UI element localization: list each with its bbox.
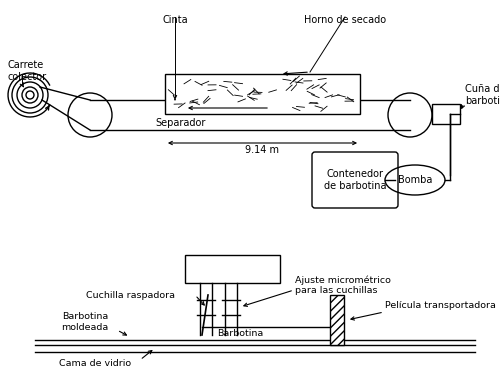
Text: Cama de vidrio: Cama de vidrio [59,359,131,368]
Bar [432,104,460,124]
Text: Ajuste micrométrico
para las cuchillas: Ajuste micrométrico para las cuchillas [295,275,391,295]
Text: 9.14 m: 9.14 m [245,145,279,155]
FancyBboxPatch shape [312,152,398,208]
Bar [165,74,360,114]
Text: Horno de secado: Horno de secado [304,15,386,25]
Text: Cuña de
barbotina: Cuña de barbotina [465,84,500,106]
Text: Carrete
colector: Carrete colector [8,60,47,82]
Text: Barbotina: Barbotina [217,328,263,338]
Text: Separador: Separador [155,118,206,128]
Text: Película transportadora: Película transportadora [385,300,496,310]
Text: Cinta: Cinta [162,15,188,25]
Bar [330,295,344,345]
Bar [185,255,280,283]
Text: Bomba: Bomba [398,175,432,185]
Text: Barbotina
moldeada: Barbotina moldeada [62,312,108,332]
Text: Cuchilla raspadora: Cuchilla raspadora [86,291,174,300]
Text: Contenedor
de barbotina: Contenedor de barbotina [324,169,386,191]
